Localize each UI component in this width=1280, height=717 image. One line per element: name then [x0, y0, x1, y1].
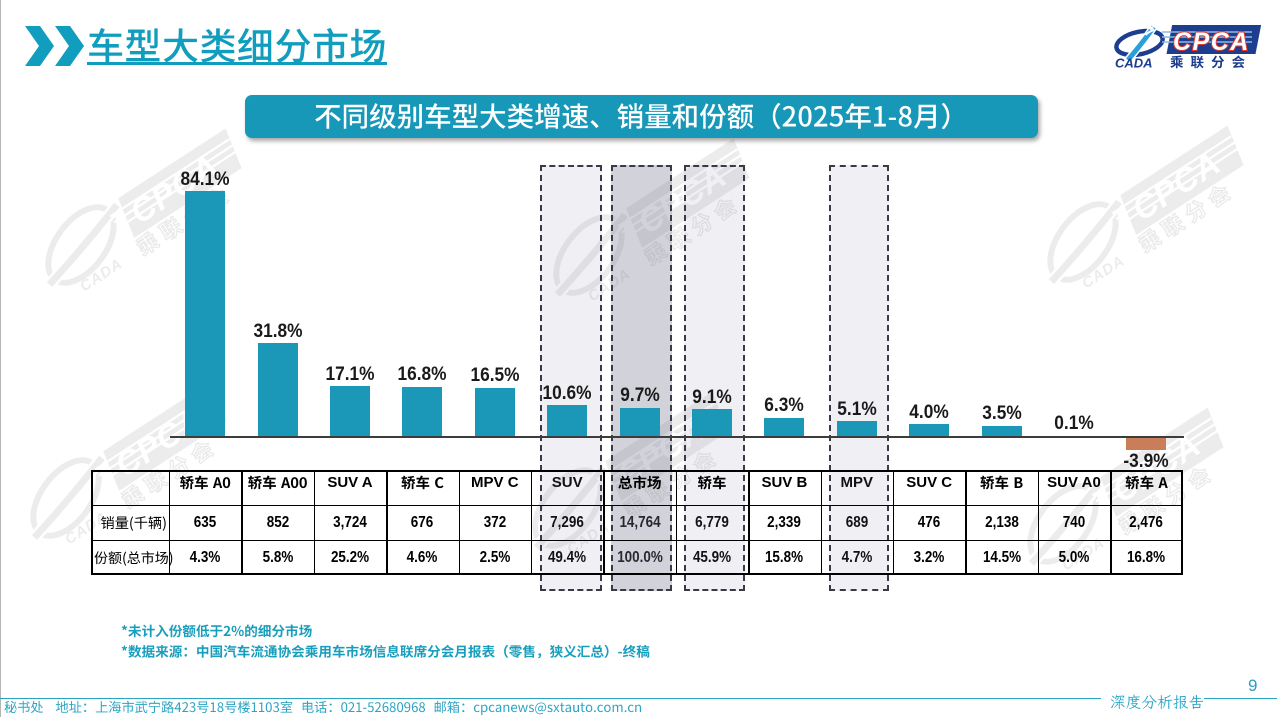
svg-text:CADA: CADA: [1115, 56, 1153, 71]
svg-text:CPCA: CPCA: [1173, 28, 1250, 56]
